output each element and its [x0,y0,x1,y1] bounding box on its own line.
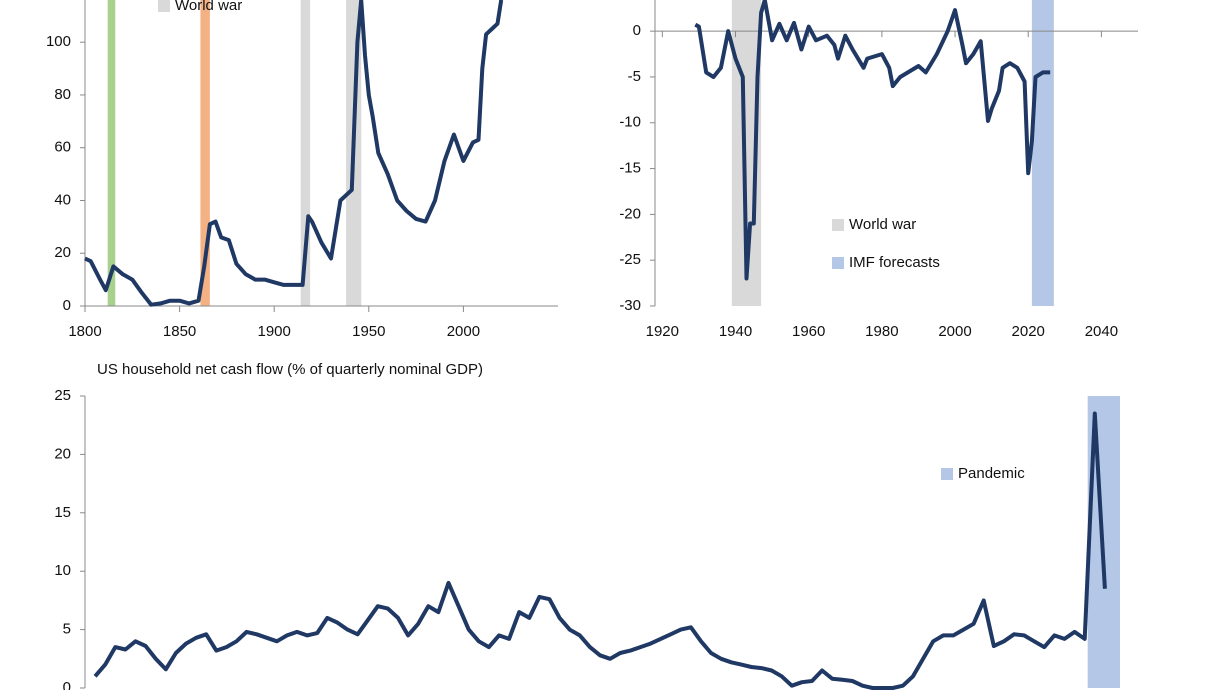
band [300,0,311,306]
legend-label: World war [175,0,242,14]
y-tick-label: 0 [63,297,71,314]
legend-swatch [832,257,844,269]
series-line [84,0,504,307]
legend-label: IMF forecasts [849,254,940,271]
x-tick-label: 2000 [938,323,971,340]
band [1031,0,1054,306]
y-tick-label: 60 [54,139,71,156]
y-tick-label: -20 [619,205,641,222]
y-tick-label: 100 [46,33,71,50]
x-tick-label: 2040 [1085,323,1118,340]
y-tick-label: -10 [619,114,641,131]
y-tick-label: -30 [619,297,641,314]
y-tick-label: 25 [54,387,71,404]
y-tick-label: 0 [63,679,71,690]
y-tick-label: 80 [54,86,71,103]
series-line [694,0,1051,281]
legend-swatch [941,468,953,480]
legend-swatch [158,0,170,12]
x-tick-label: 1850 [163,323,196,340]
x-tick-label: 1940 [719,323,752,340]
y-tick-label: 20 [54,244,71,261]
y-tick-label: 5 [63,621,71,638]
legend-label: Pandemic [958,465,1025,482]
x-tick-label: 1920 [646,323,679,340]
x-tick-label: 1960 [792,323,825,340]
band [200,0,210,306]
x-tick-label: 2020 [1012,323,1045,340]
y-tick-label: 10 [54,562,71,579]
chart-title: US household net cash flow (% of quarter… [97,361,483,378]
x-tick-label: 1980 [865,323,898,340]
series-line [93,411,1107,690]
x-tick-label: 2000 [447,323,480,340]
x-tick-label: 1800 [68,323,101,340]
legend-label: World war [849,216,916,233]
y-tick-label: 0 [633,22,641,39]
y-tick-label: -15 [619,160,641,177]
x-tick-label: 1900 [258,323,291,340]
y-tick-label: 20 [54,445,71,462]
x-tick-label: 1950 [352,323,385,340]
y-tick-label: -5 [628,68,641,85]
y-tick-label: 40 [54,191,71,208]
legend-swatch [832,219,844,231]
band [107,0,116,306]
y-tick-label: 15 [54,504,71,521]
y-tick-label: -25 [619,251,641,268]
